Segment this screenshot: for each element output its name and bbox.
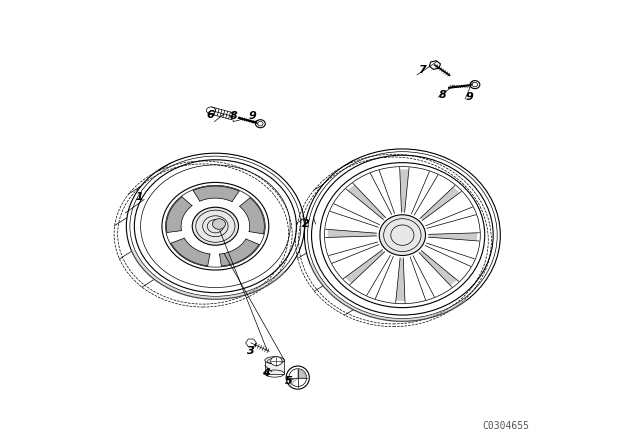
Ellipse shape	[271, 357, 282, 366]
Text: 4: 4	[262, 368, 269, 378]
Polygon shape	[429, 233, 477, 241]
Polygon shape	[420, 187, 460, 220]
Polygon shape	[298, 369, 307, 378]
Ellipse shape	[255, 120, 265, 128]
Ellipse shape	[192, 207, 239, 245]
Ellipse shape	[265, 357, 284, 364]
Text: 2: 2	[302, 219, 310, 229]
Polygon shape	[328, 229, 376, 237]
Text: 9: 9	[466, 92, 474, 102]
Ellipse shape	[286, 366, 309, 389]
Text: 6: 6	[206, 110, 214, 120]
Ellipse shape	[380, 215, 426, 255]
Polygon shape	[348, 185, 385, 219]
Polygon shape	[171, 238, 210, 266]
Polygon shape	[400, 169, 409, 212]
Text: 8: 8	[439, 90, 447, 100]
Text: 1: 1	[136, 192, 143, 202]
Polygon shape	[345, 250, 384, 283]
Bar	[265, 360, 284, 374]
Text: 7: 7	[418, 65, 426, 75]
Ellipse shape	[470, 81, 480, 89]
Polygon shape	[239, 198, 264, 234]
Polygon shape	[166, 197, 192, 233]
Text: C0304655: C0304655	[483, 421, 529, 431]
Text: 3: 3	[247, 346, 255, 356]
Polygon shape	[193, 186, 239, 202]
Polygon shape	[419, 251, 457, 285]
Text: 8: 8	[229, 111, 237, 121]
Text: 9: 9	[248, 111, 256, 121]
Text: 5: 5	[285, 376, 292, 386]
Polygon shape	[396, 258, 405, 301]
Polygon shape	[289, 378, 298, 387]
Ellipse shape	[212, 219, 225, 229]
Polygon shape	[220, 239, 259, 266]
